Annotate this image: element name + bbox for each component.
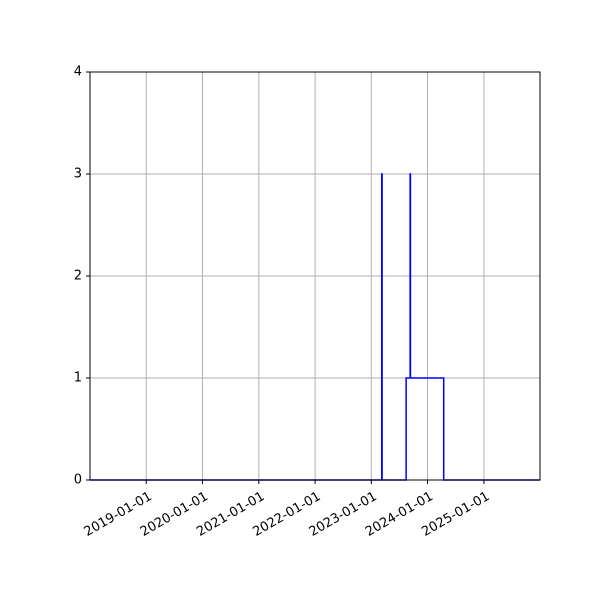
y-axis: 0 1 2 3 4 bbox=[74, 65, 90, 488]
y-tick-label: 4 bbox=[74, 65, 82, 80]
series-layer bbox=[90, 173, 540, 481]
y-tick-label: 3 bbox=[74, 167, 82, 182]
series-line bbox=[90, 173, 540, 481]
y-tick-label: 2 bbox=[74, 269, 82, 284]
y-tick-label: 0 bbox=[74, 473, 82, 488]
y-tick-label: 1 bbox=[74, 371, 82, 386]
